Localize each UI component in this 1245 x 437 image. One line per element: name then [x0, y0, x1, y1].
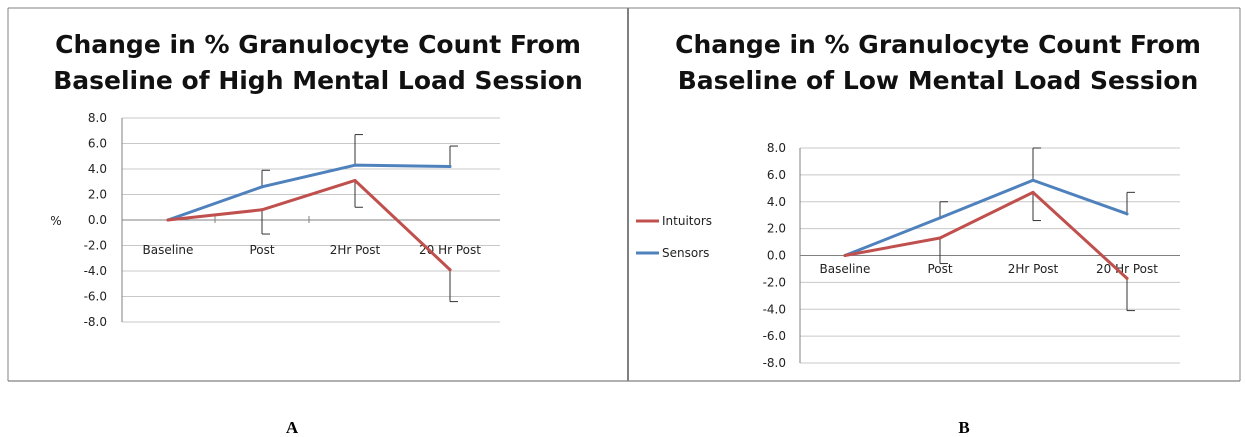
chart-a-y-tick-label: -8.0 [84, 315, 107, 329]
chart-a-y-tick-label: 4.0 [88, 162, 107, 176]
chart-a-data-point-intuitors [353, 178, 357, 182]
chart-b-data-point-intuitors [1125, 276, 1129, 280]
legend-label-intuitors: Intuitors [662, 214, 712, 228]
chart-b-series-line-sensors [843, 178, 1129, 257]
chart-b-x-category-label: Baseline [820, 262, 871, 276]
chart-a-y-tick-label: -6.0 [84, 290, 107, 304]
chart-a-series-line-sensors [166, 163, 452, 222]
chart-a-x-category-label: 2Hr Post [330, 243, 381, 257]
chart-b-data-point-intuitors [843, 254, 847, 257]
chart-b-x-category-label: Post [927, 262, 952, 276]
chart-a-data-point-sensors [260, 185, 264, 189]
chart-a-y-axis-label: % [50, 214, 61, 228]
chart-b-y-tick-label: -8.0 [763, 356, 786, 370]
chart-b-data-point-sensors [938, 216, 942, 220]
chart-b-title-line-2: Baseline of Low Mental Load Session [678, 66, 1199, 95]
chart-panel-b: Change in % Granulocyte Count From Baseli… [675, 30, 1201, 370]
panel-label-b: B [958, 418, 969, 437]
panel-label-a: A [286, 418, 299, 437]
chart-b-y-tick-label: 4.0 [767, 195, 786, 209]
chart-a-x-category-label: Post [249, 243, 274, 257]
chart-a-y-tick-label: 0.0 [88, 213, 107, 227]
chart-a-data-point-sensors [353, 163, 357, 167]
chart-a-data-point-intuitors [448, 268, 452, 272]
chart-b-data-point-intuitors [1031, 190, 1035, 194]
chart-a-x-category-label: Baseline [143, 243, 194, 257]
chart-b-data-point-sensors [1125, 212, 1129, 216]
chart-b-data-point-sensors [1031, 178, 1035, 182]
chart-b-y-tick-label: -4.0 [763, 302, 786, 316]
chart-a-y-tick-label: 6.0 [88, 137, 107, 151]
chart-panel-a: Change in % Granulocyte Count From Baseli… [50, 30, 582, 329]
chart-b-y-tick-label: 6.0 [767, 168, 786, 182]
chart-b-x-category-label: 20 Hr Post [1096, 262, 1158, 276]
chart-a-y-tick-label: -4.0 [84, 264, 107, 278]
chart-b-title-line-1: Change in % Granulocyte Count From [675, 30, 1201, 59]
chart-b-y-tick-label: 0.0 [767, 249, 786, 263]
chart-b-y-tick-label: 2.0 [767, 222, 786, 236]
chart-b-y-tick-label: -6.0 [763, 329, 786, 343]
chart-b-data-point-intuitors [938, 236, 942, 240]
chart-a-data-point-intuitors [260, 208, 264, 212]
legend: Intuitors Sensors [636, 214, 712, 260]
chart-a-y-tick-label: 2.0 [88, 188, 107, 202]
chart-a-data-point-sensors [448, 164, 452, 168]
chart-a-data-point-intuitors [166, 218, 170, 222]
chart-b-series-line-intuitors [843, 190, 1129, 280]
chart-a-series-line-intuitors [166, 178, 452, 272]
chart-a-title-line-2: Baseline of High Mental Load Session [53, 66, 583, 95]
chart-b-x-category-label: 2Hr Post [1008, 262, 1059, 276]
chart-a-y-tick-label: -2.0 [84, 239, 107, 253]
legend-label-sensors: Sensors [662, 246, 709, 260]
chart-b-y-tick-label: 8.0 [767, 141, 786, 155]
chart-b-y-tick-label: -2.0 [763, 275, 786, 289]
chart-a-title-line-1: Change in % Granulocyte Count From [55, 30, 581, 59]
chart-a-y-tick-label: 8.0 [88, 111, 107, 125]
